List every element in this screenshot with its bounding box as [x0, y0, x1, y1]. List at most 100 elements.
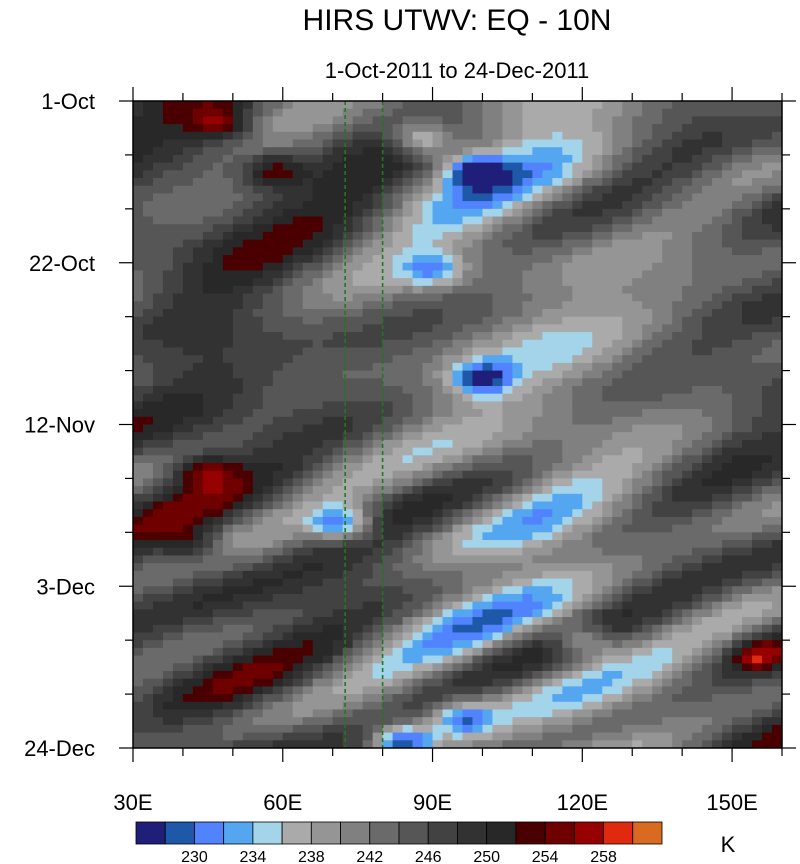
heatmap-cell [462, 393, 474, 402]
heatmap-cell [642, 509, 653, 518]
heatmap-cell [382, 532, 394, 541]
heatmap-cell [402, 231, 414, 241]
heatmap-cell [542, 609, 553, 618]
heatmap-cell [682, 139, 693, 148]
heatmap-cell [482, 447, 494, 456]
heatmap-cell [462, 385, 474, 395]
heatmap-cell [582, 170, 593, 179]
heatmap-cell [722, 424, 733, 433]
heatmap-cell [572, 640, 583, 649]
heatmap-cell [622, 316, 633, 325]
heatmap-cell [722, 308, 733, 318]
heatmap-cell [602, 332, 613, 341]
heatmap-cell [232, 624, 244, 634]
heatmap-cell [682, 632, 693, 641]
heatmap-cell [572, 231, 583, 241]
heatmap-cell [752, 601, 763, 610]
heatmap-cell [602, 593, 613, 603]
heatmap-cell [612, 239, 623, 248]
heatmap-cell [412, 424, 424, 433]
heatmap-cell [312, 370, 324, 379]
heatmap-cell [192, 162, 204, 171]
heatmap-cell [752, 147, 763, 156]
heatmap-cell [232, 655, 244, 664]
heatmap-cell [672, 385, 683, 395]
heatmap-cell [622, 432, 633, 441]
heatmap-cell [472, 262, 484, 272]
heatmap-cell [202, 339, 214, 349]
heatmap-cell [772, 640, 782, 649]
heatmap-cell [732, 486, 743, 495]
heatmap-cell [332, 463, 344, 472]
heatmap-cell [262, 540, 274, 549]
heatmap-cell [702, 678, 713, 687]
heatmap-cell [562, 586, 573, 595]
heatmap-cell [712, 509, 723, 518]
heatmap-cell [452, 193, 464, 202]
heatmap-cell [312, 108, 324, 117]
heatmap-cell [562, 455, 573, 464]
heatmap-cell [362, 593, 374, 603]
heatmap-cell [762, 293, 773, 302]
heatmap-cell [662, 370, 673, 379]
heatmap-cell [742, 416, 753, 426]
heatmap-cell [392, 185, 404, 195]
heatmap-cell [292, 193, 304, 202]
heatmap-cell [352, 116, 364, 125]
heatmap-cell [362, 609, 374, 618]
heatmap-cell [402, 208, 414, 218]
heatmap-cell [162, 116, 174, 125]
heatmap-cell [222, 139, 234, 148]
heatmap-cell [602, 270, 613, 279]
heatmap-cell [312, 247, 324, 256]
heatmap-cell [262, 655, 274, 664]
heatmap-cell [262, 470, 274, 480]
heatmap-cell [262, 478, 274, 487]
heatmap-cell [262, 216, 274, 225]
heatmap-cell [212, 678, 224, 687]
heatmap-cell [292, 509, 304, 518]
heatmap-cell [422, 285, 434, 295]
heatmap-cell [682, 532, 693, 541]
heatmap-cell [772, 416, 782, 426]
heatmap-cell [462, 439, 474, 449]
heatmap-cell [392, 370, 404, 379]
heatmap-cell [752, 617, 763, 626]
heatmap-cell [142, 178, 154, 187]
heatmap-cell [582, 640, 593, 649]
heatmap-cell [362, 139, 374, 148]
heatmap-cell [342, 624, 354, 634]
heatmap-cell [133, 409, 144, 418]
heatmap-cell [452, 516, 464, 526]
heatmap-cell [552, 393, 563, 402]
heatmap-cell [562, 532, 573, 541]
heatmap-cell [312, 124, 324, 133]
heatmap-cell [662, 609, 673, 618]
heatmap-cell [752, 555, 763, 564]
heatmap-cell [572, 555, 583, 564]
heatmap-cell [502, 578, 514, 587]
heatmap-cell [292, 247, 304, 256]
heatmap-cell [322, 447, 334, 456]
heatmap-cell [582, 216, 593, 225]
heatmap-cell [362, 301, 374, 310]
heatmap-cell [742, 231, 753, 241]
heatmap-cell [332, 678, 344, 687]
heatmap-cell [332, 324, 344, 333]
heatmap-cell [502, 124, 514, 133]
heatmap-cell [622, 278, 633, 287]
heatmap-cell [142, 170, 154, 179]
heatmap-cell [612, 216, 623, 225]
heatmap-cell [152, 563, 164, 572]
heatmap-cell [342, 293, 354, 302]
heatmap-cell [452, 393, 464, 402]
heatmap-cell [332, 686, 344, 695]
heatmap-cell [272, 470, 284, 480]
heatmap-cell [702, 540, 713, 549]
heatmap-cell [522, 255, 533, 264]
heatmap-cell [722, 362, 733, 372]
heatmap-cell [672, 247, 683, 256]
heatmap-cell [482, 416, 494, 426]
heatmap-cell [172, 324, 184, 333]
heatmap-cell [712, 563, 723, 572]
